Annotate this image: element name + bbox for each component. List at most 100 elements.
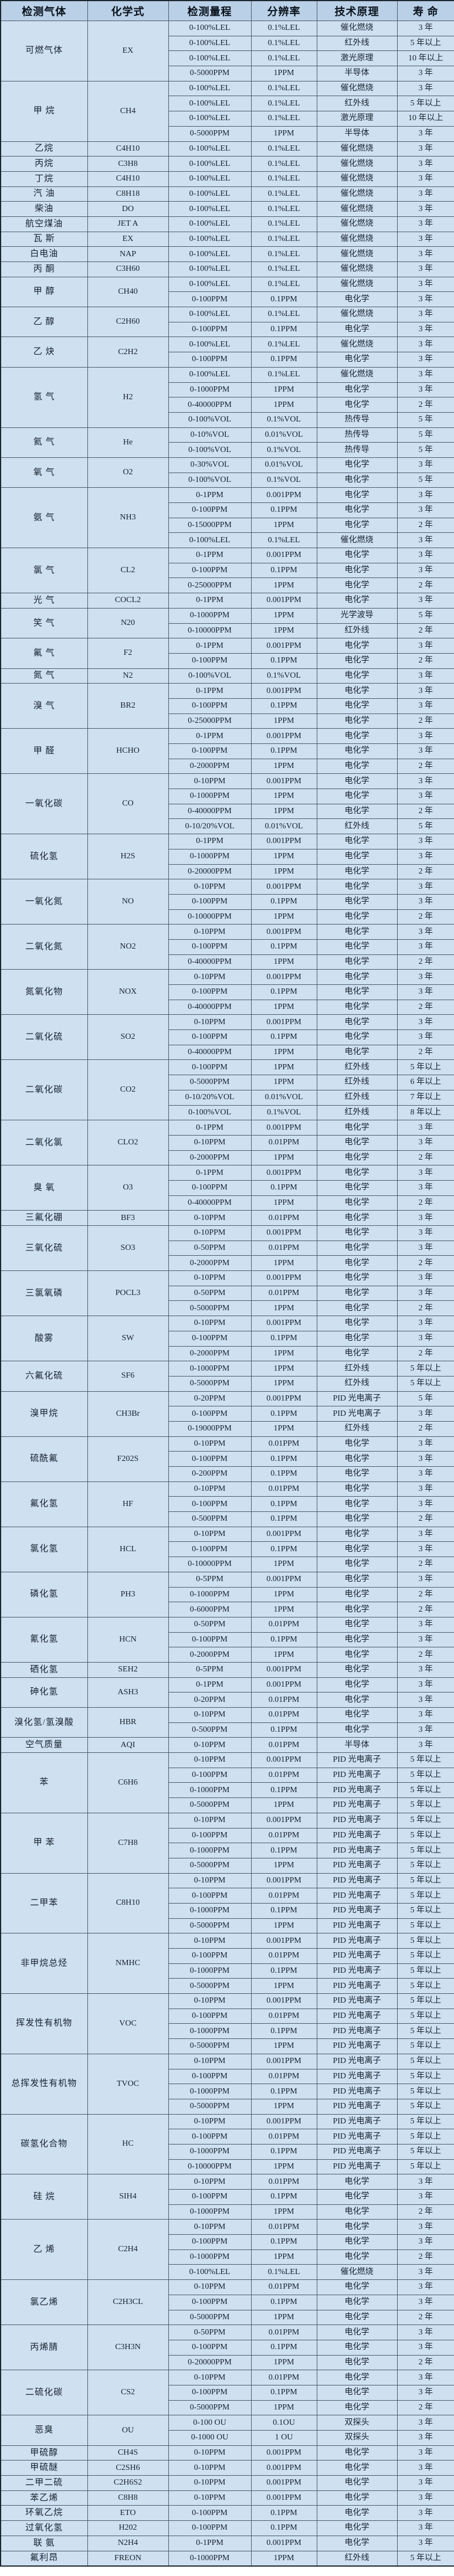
table-row: 0-40000PPM 1PPM 电化学 2 年	[1, 397, 454, 413]
gas-name-cell: 六氟化硫	[0, 1361, 88, 1392]
principle-cell: 电化学	[316, 1210, 398, 1226]
table-row: 磷化氢 PH3 0-5PPM 0.001PPM 电化学 3 年	[0, 1571, 454, 1617]
range-cell: 0-1PPM	[168, 834, 252, 849]
principle-cell: 电化学	[316, 1526, 398, 1542]
lifespan-cell: 3 年	[397, 773, 454, 790]
principle-cell: 红外线	[316, 1361, 398, 1377]
table-row: 0-100PPM 0.1PPM 电化学 3 年	[1, 321, 454, 338]
resolution-cell: 0.1PPM	[250, 1963, 317, 1979]
table-row: 总挥发性有机物 TVOC 0-10PPM 0.001PPM PID 光电离子 5 年以上	[0, 2053, 454, 2115]
range-cell: 0-100 OU	[168, 2415, 252, 2431]
principle-cell: 电化学	[316, 472, 398, 488]
table-row: 0-10PPM 0.01PPM 电化学 3 年	[1, 1134, 454, 1151]
table-row: 0-50PPM 0.01PPM 电化学 3 年	[1, 1285, 454, 1301]
principle-cell: 催化燃烧	[316, 171, 398, 187]
resolution-cell: 0.1PPM	[250, 893, 317, 910]
resolution-cell: 1PPM	[250, 2204, 317, 2220]
range-cell: 0-20PPM	[168, 1692, 252, 1708]
resolution-cell: 1PPM	[250, 1557, 317, 1572]
resolution-cell: 0.1%LEL	[250, 261, 317, 277]
formula-cell: C2H6S2	[87, 2475, 169, 2491]
resolution-cell: 0.01PPM	[250, 2219, 317, 2235]
range-cell: 0-100%LEL	[168, 2264, 252, 2281]
table-row: 乙 炔 C2H2 0-100%LEL 0.1%LEL 催化燃烧 3 年	[0, 337, 454, 368]
lifespan-cell: 3 年	[397, 2475, 454, 2491]
table-row: 0-100PPM 0.01PPM PID 光电离子 5 年以上	[1, 1948, 454, 1964]
lifespan-cell: 2 年	[397, 1044, 454, 1061]
lifespan-cell: 3 年	[397, 984, 454, 1000]
lifespan-cell: 3 年	[397, 1285, 454, 1301]
table-row: 0-100%VOL 0.1%VOL 热传导 5 年	[1, 412, 454, 428]
lifespan-cell: 3 年	[397, 2339, 454, 2356]
resolution-cell: 0.1%LEL	[250, 35, 317, 52]
table-row: 0-25000PPM 1PPM 电化学 2 年	[1, 577, 454, 594]
table-row: 二氧化氮 NO2 0-10PPM 0.001PPM 电化学 3 年	[0, 924, 454, 970]
lifespan-cell: 2 年	[397, 653, 454, 669]
range-cell: 0-5PPM	[168, 1571, 252, 1588]
range-cell: 0-100PPM	[168, 2520, 252, 2536]
resolution-cell: 1PPM	[250, 2354, 317, 2371]
formula-cell: HBR	[87, 1707, 169, 1738]
resolution-cell: 0.1PPM	[250, 1902, 317, 1919]
resolution-cell: 0.1%LEL	[250, 21, 317, 36]
principle-cell: 电化学	[316, 773, 398, 790]
lifespan-cell: 8 年以上	[397, 1105, 454, 1121]
resolution-cell: 0.1%LEL	[250, 80, 317, 97]
range-cell: 0-1000 OU	[168, 2430, 252, 2446]
principle-cell: 电化学	[316, 397, 398, 413]
range-cell: 0-1000PPM	[168, 848, 252, 865]
table-row: 0-5000PPM 1PPM 红外线 5 年以上	[1, 1375, 454, 1392]
resolution-cell: 0.1%LEL	[250, 366, 317, 383]
principle-cell: PID 光电离子	[316, 1963, 398, 1979]
principle-cell: 电化学	[316, 1722, 398, 1738]
resolution-cell: 0.001PPM	[250, 1677, 317, 1693]
range-cell: 0-1PPM	[168, 2535, 252, 2551]
formula-cell: BF3	[87, 1210, 169, 1226]
principle-cell: 电化学	[316, 2174, 398, 2190]
gas-name-cell: 甲硫醇	[0, 2445, 88, 2461]
table-row: 酸雾 SW 0-10PPM 0.001PPM 电化学 3 年	[0, 1316, 454, 1362]
principle-cell: 电化学	[316, 1661, 398, 1678]
lifespan-cell: 3 年	[397, 2279, 454, 2295]
table-row: 0-1000PPM 1PPM 电化学 2 年	[1, 2249, 454, 2265]
principle-cell: PID 光电离子	[316, 2143, 398, 2160]
table-row: 0-1000PPM 0.1PPM PID 光电离子 5 年以上	[1, 2143, 454, 2160]
gas-name-cell: 二氧化氯	[0, 1120, 88, 1166]
principle-cell: 电化学	[316, 1180, 398, 1196]
resolution-cell: 0.001PPM	[250, 638, 317, 654]
lifespan-cell: 3 年	[397, 789, 454, 804]
range-cell: 0-100%LEL	[168, 366, 252, 383]
lifespan-cell: 5 年以上	[397, 1752, 454, 1768]
lifespan-cell: 3 年	[397, 366, 454, 383]
resolution-cell: 0.001PPM	[250, 2053, 317, 2069]
resolution-cell: 0.1PPM	[250, 1406, 317, 1422]
resolution-cell: 0.01%VOL	[250, 457, 317, 473]
gas-name-cell: 三氧化硫	[0, 1225, 88, 1272]
principle-cell: 电化学	[316, 909, 398, 925]
lifespan-cell: 3 年	[397, 80, 454, 97]
table-row: 乙 烯 C2H4 0-10PPM 0.01PPM 电化学 3 年	[0, 2219, 454, 2281]
lifespan-cell: 3 年	[397, 1692, 454, 1708]
gas-name-cell: 氟利昂	[0, 2550, 88, 2567]
resolution-cell: 0.1%LEL	[250, 337, 317, 353]
principle-cell: 电化学	[316, 1330, 398, 1347]
table-body: 可燃气体 EX 0-100%LEL 0.1%LEL 催化燃烧 3 年 0-100%LEL 0.…	[0, 21, 454, 2567]
principle-cell: PID 光电离子	[316, 2038, 398, 2054]
lifespan-cell: 3 年	[397, 276, 454, 293]
formula-cell: C4H10	[87, 171, 169, 187]
formula-cell: DO	[87, 201, 169, 217]
range-cell: 0-10PPM	[168, 2219, 252, 2235]
resolution-cell: 0.1PPM	[250, 1180, 317, 1196]
principle-cell: 电化学	[316, 2249, 398, 2265]
lifespan-cell: 3 年	[397, 201, 454, 217]
formula-cell: HF	[87, 1481, 169, 1527]
resolution-cell: 1PPM	[250, 1361, 317, 1377]
table-row: 0-100%LEL 0.1%LEL 红外线 5 年以上	[1, 96, 454, 112]
principle-cell: 红外线	[316, 1059, 398, 1076]
table-row: 0-5000PPM 1PPM PID 光电离子 5 年以上	[1, 2038, 454, 2054]
range-cell: 0-5000PPM	[168, 1978, 252, 1994]
lifespan-cell: 7 年以上	[397, 1089, 454, 1106]
lifespan-cell: 2 年	[397, 577, 454, 594]
principle-cell: 电化学	[316, 638, 398, 654]
resolution-cell: 0.01PPM	[250, 1827, 317, 1844]
